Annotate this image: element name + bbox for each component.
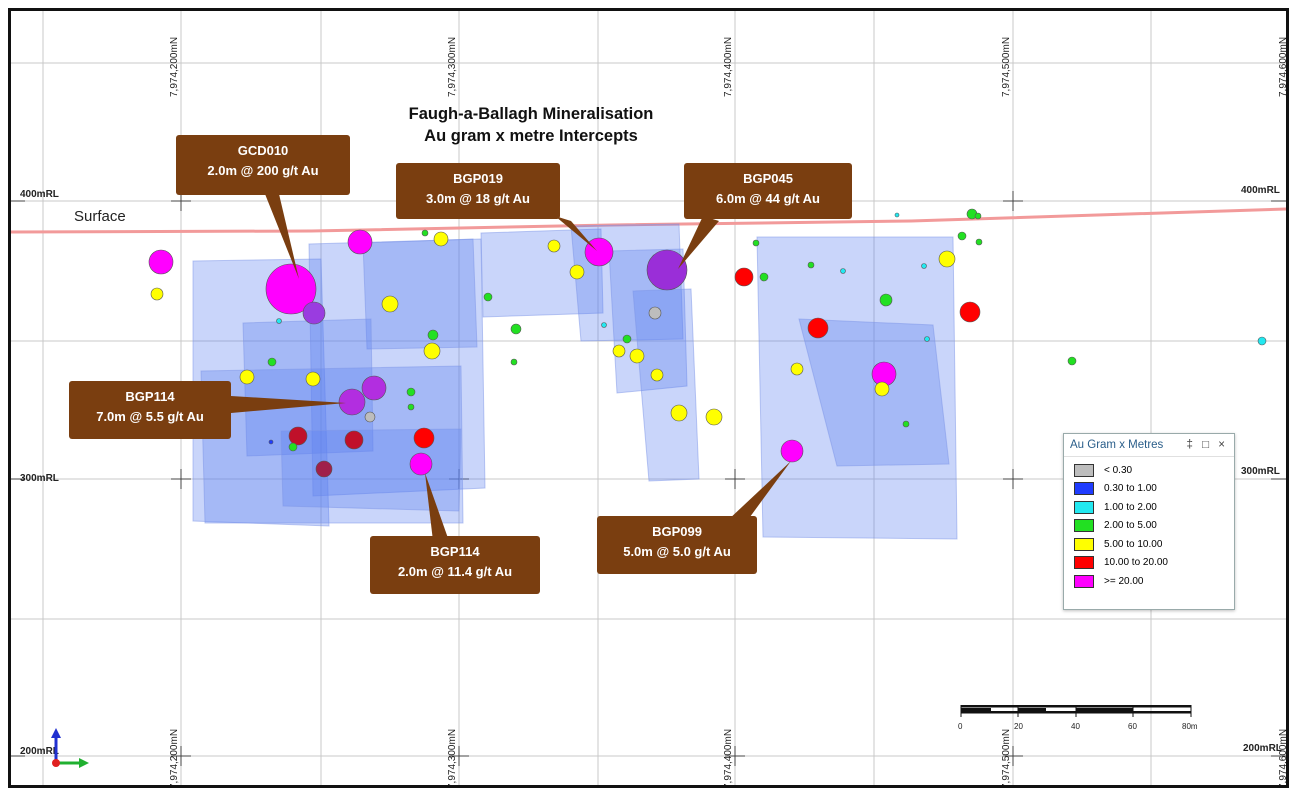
legend-item: >= 20.00 [1064, 572, 1234, 591]
intercept-dots [148, 208, 1267, 478]
title-line-2: Au gram x metre Intercepts [424, 127, 638, 145]
legend-item: 5.00 to 10.00 [1064, 535, 1234, 554]
legend-title: Au Gram x Metres [1070, 439, 1164, 451]
legend-item: < 0.30 [1064, 461, 1234, 480]
legend-label: 5.00 to 10.00 [1104, 538, 1163, 550]
scale-bar: 0 20 40 60 80m [958, 705, 1198, 731]
legend-swatch [1074, 482, 1094, 496]
callout-bgp019: BGP019 3.0m @ 18 g/t Au [396, 163, 560, 219]
northing-label-bottom: 7,974,200mN [169, 729, 180, 785]
callout-pointers [231, 194, 791, 541]
callout-gcd010: GCD010 2.0m @ 200 g/t Au [176, 135, 350, 195]
rl-label-right: 300mRL [1241, 466, 1280, 477]
rl-label-left: 200mRL [20, 746, 59, 757]
legend-panel[interactable]: Au Gram x Metres ‡ □ × < 0.30 0.30 to 1.… [1063, 433, 1235, 610]
legend-label: 0.30 to 1.00 [1104, 483, 1157, 495]
scale-label: 80m [1182, 722, 1198, 731]
northing-label-bottom: 7,974,300mN [447, 729, 458, 785]
legend-label: 1.00 to 2.00 [1104, 501, 1157, 513]
legend-swatch [1074, 537, 1094, 551]
legend-swatch [1074, 519, 1094, 533]
title-line-1: Faugh-a-Ballagh Mineralisation [408, 105, 654, 123]
callout-intercept: 7.0m @ 5.5 g/t Au [96, 409, 204, 424]
northing-label-top: 7,974,500mN [1001, 37, 1012, 97]
legend-swatch [1074, 463, 1094, 477]
legend-item: 0.30 to 1.00 [1064, 480, 1234, 499]
callout-bgp099: BGP099 5.0m @ 5.0 g/t Au [597, 516, 757, 574]
callout-bgp114-upper: BGP114 7.0m @ 5.5 g/t Au [69, 381, 231, 439]
callout-hole: BGP099 [652, 524, 702, 539]
legend-item: 10.00 to 20.00 [1064, 554, 1234, 573]
northing-label-top: 7,974,600mN [1278, 37, 1286, 97]
legend-label: < 0.30 [1104, 464, 1133, 476]
legend-label: 2.00 to 5.00 [1104, 520, 1157, 532]
legend-item: 1.00 to 2.00 [1064, 498, 1234, 517]
northing-label-bottom: 7,974,400mN [723, 729, 734, 785]
callout-hole: BGP045 [743, 171, 793, 186]
rl-label-left: 300mRL [20, 473, 59, 484]
legend-item: 2.00 to 5.00 [1064, 517, 1234, 536]
northing-label-bottom: 7,974,500mN [1001, 729, 1012, 785]
callout-hole: BGP019 [453, 171, 503, 186]
scale-label: 40 [1071, 722, 1080, 731]
legend-label: 10.00 to 20.00 [1104, 557, 1168, 569]
northing-label-top: 7,974,400mN [723, 37, 734, 97]
scale-label: 0 [958, 722, 963, 731]
rl-label-right: 400mRL [1241, 185, 1280, 196]
callout-hole: BGP114 [430, 544, 480, 559]
callout-intercept: 6.0m @ 44 g/t Au [716, 191, 820, 206]
callout-intercept: 2.0m @ 200 g/t Au [207, 163, 319, 178]
surface-label: Surface [74, 208, 126, 225]
map-frame: 7,974,200mN 7,974,300mN 7,974,400mN 7,97… [8, 8, 1289, 788]
scale-label: 20 [1014, 722, 1023, 731]
legend-swatch [1074, 556, 1094, 570]
legend-swatch [1074, 500, 1094, 514]
northing-label-top: 7,974,300mN [447, 37, 458, 97]
legend-label: >= 20.00 [1104, 575, 1144, 587]
callout-intercept: 5.0m @ 5.0 g/t Au [623, 544, 731, 559]
rl-label-left: 400mRL [20, 189, 59, 200]
map-title: Faugh-a-Ballagh Mineralisation Au gram x… [311, 103, 751, 147]
rl-label-right: 200mRL [1243, 743, 1282, 754]
northing-label-bottom: 7,974,600mN [1278, 729, 1286, 785]
callout-bgp045: BGP045 6.0m @ 44 g/t Au [684, 163, 852, 219]
section-map: 7,974,200mN 7,974,300mN 7,974,400mN 7,97… [11, 11, 1286, 785]
northing-label-top: 7,974,200mN [169, 37, 180, 97]
callout-bgp114-lower: BGP114 2.0m @ 11.4 g/t Au [370, 536, 540, 594]
callout-hole: BGP114 [125, 389, 175, 404]
scale-label: 60 [1128, 722, 1137, 731]
legend-window-controls[interactable]: ‡ □ × [1186, 439, 1228, 451]
axes-orientation-icon [51, 728, 89, 768]
callout-hole: GCD010 [237, 143, 289, 158]
callout-intercept: 3.0m @ 18 g/t Au [426, 191, 530, 206]
legend-swatch [1074, 574, 1094, 588]
callout-intercept: 2.0m @ 11.4 g/t Au [397, 564, 513, 579]
legend-header: Au Gram x Metres ‡ □ × [1064, 434, 1234, 457]
